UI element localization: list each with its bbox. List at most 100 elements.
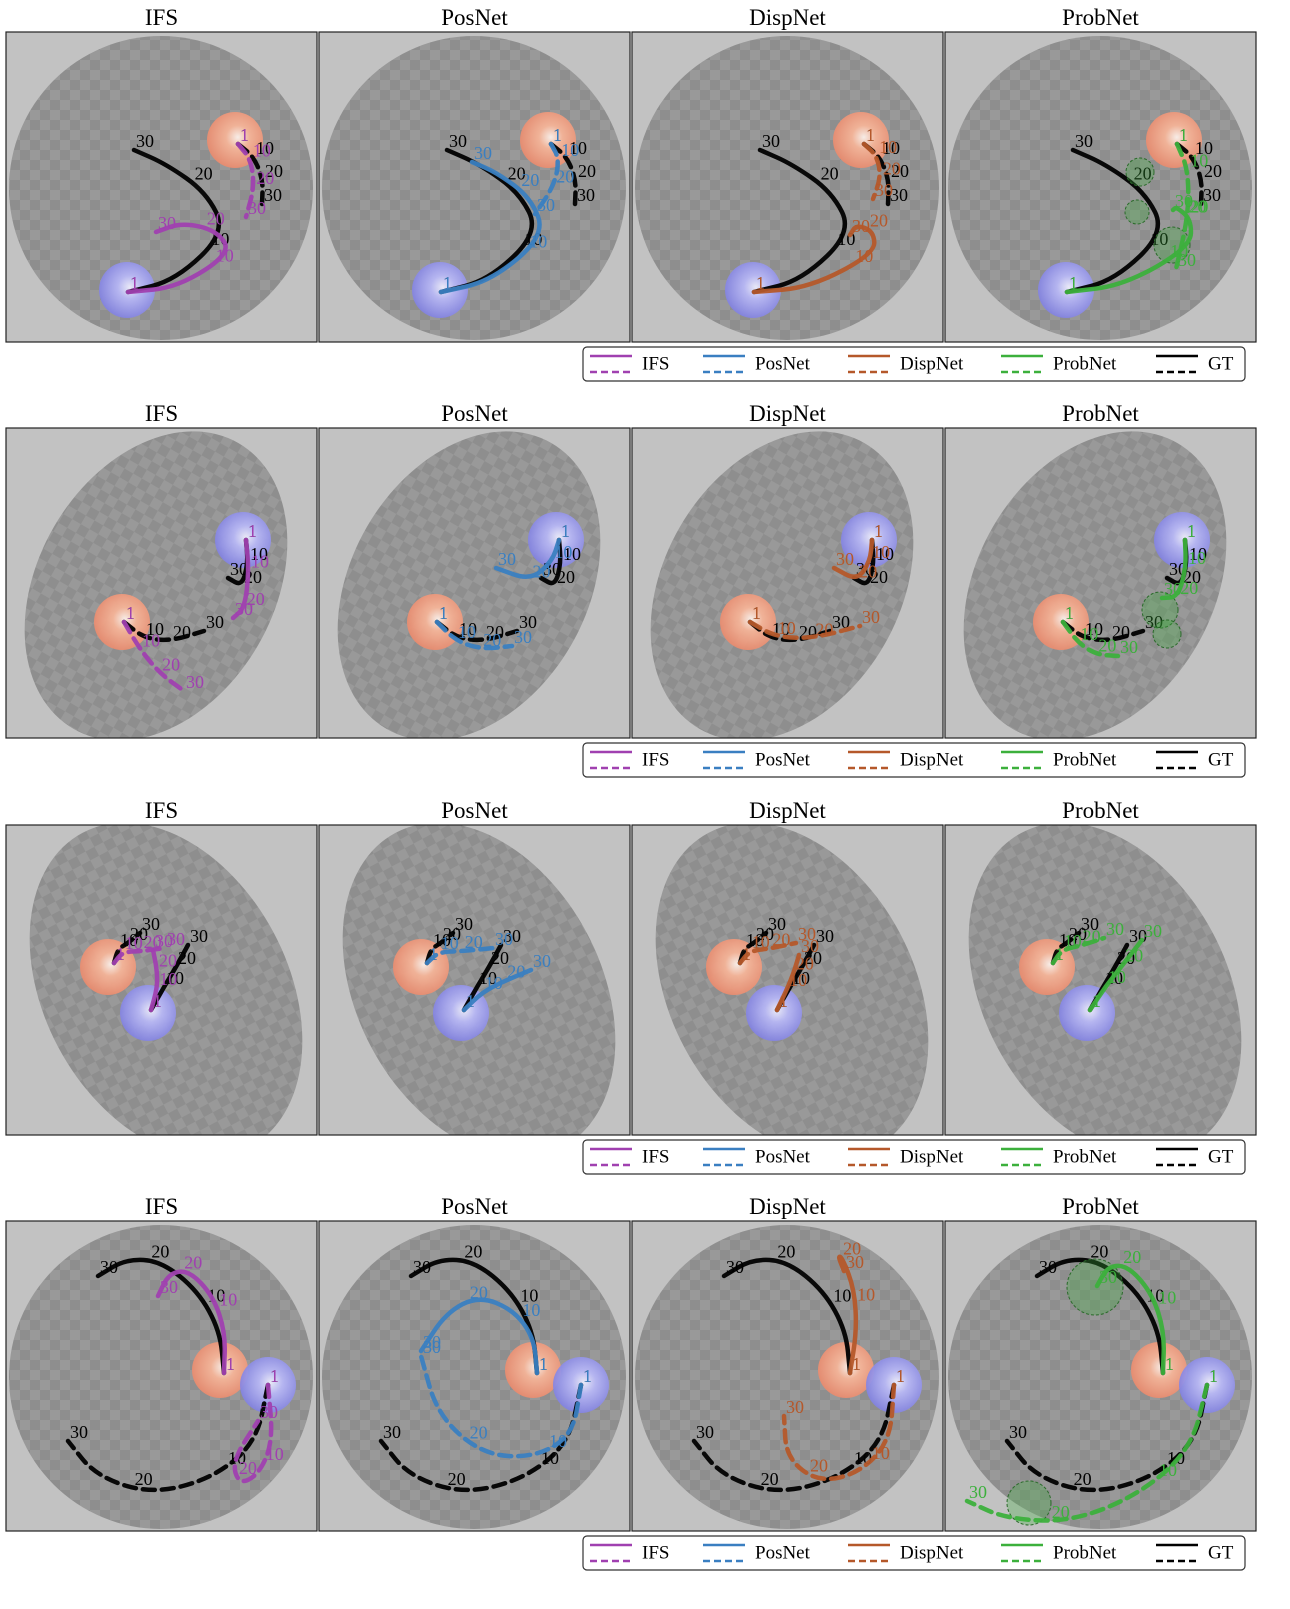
- frame-label: 20: [815, 619, 833, 639]
- frame-label: 1: [779, 991, 788, 1011]
- frame-label: 1: [1165, 1354, 1174, 1374]
- uncertainty: [1126, 158, 1154, 186]
- panel: 1102030110203011020301102030: [319, 32, 630, 342]
- frame-label: 30: [495, 929, 513, 949]
- legend: IFSPosNetDispNetProbNetGT: [583, 1536, 1245, 1570]
- legend-label: GT: [1208, 749, 1234, 770]
- panel-content: 1102030110203011020301102030: [322, 1225, 626, 1529]
- frame-label: 30: [1178, 250, 1196, 270]
- frame-label: 20: [151, 1241, 169, 1261]
- frame-label: 10: [219, 1289, 237, 1309]
- frame-label: 20: [870, 210, 888, 230]
- frame-label: 20: [162, 655, 180, 675]
- frame-label: 20: [1083, 927, 1101, 947]
- frame-label: 10: [125, 933, 143, 953]
- legend-label: DispNet: [900, 1542, 964, 1563]
- frame-label: 20: [184, 1252, 202, 1272]
- frame-label: 1: [742, 944, 751, 964]
- panel-title: PosNet: [441, 798, 508, 823]
- frame-label: 30: [136, 131, 154, 151]
- panel: 1102030110203011020301102030: [284, 384, 653, 788]
- frame-label: 20: [159, 951, 177, 971]
- frame-label: 20: [883, 158, 901, 178]
- legend-label: ProbNet: [1053, 353, 1117, 374]
- frame-label: 1: [752, 603, 761, 623]
- legend: IFSPosNetDispNetProbNetGT: [583, 1140, 1245, 1174]
- panel-content: 1102030110203011020301102030: [9, 36, 313, 340]
- frame-label: 1: [1055, 944, 1064, 964]
- panel: 1102030110203011020301102030: [0, 384, 341, 788]
- frame-label: 10: [485, 973, 503, 993]
- legend-label: GT: [1208, 353, 1234, 374]
- legend-label: PosNet: [755, 1146, 811, 1167]
- frame-label: 1: [439, 603, 448, 623]
- frame-label: 30: [1164, 579, 1182, 599]
- uncertainty: [1153, 620, 1181, 648]
- frame-label: 20: [1180, 578, 1198, 598]
- blue-ball: [746, 985, 802, 1041]
- frame-label: 1: [852, 1354, 861, 1374]
- frame-label: 20: [859, 562, 877, 582]
- panel-title: DispNet: [749, 5, 826, 30]
- frame-label: 30: [762, 131, 780, 151]
- legend-label: ProbNet: [1053, 1146, 1117, 1167]
- frame-label: 10: [441, 933, 459, 953]
- frame-label: 20: [821, 164, 839, 184]
- legend-label: PosNet: [755, 749, 811, 770]
- frame-label: 30: [160, 1277, 178, 1297]
- frame-label: 30: [449, 131, 467, 151]
- frame-label: 20: [578, 161, 596, 181]
- legend-label: IFS: [642, 1146, 669, 1167]
- frame-label: 1: [561, 521, 570, 541]
- frame-label: 1: [756, 273, 765, 293]
- legend-label: DispNet: [900, 1146, 964, 1167]
- frame-label: 10: [752, 932, 770, 952]
- panel-content: 1102030110203011020301102030: [635, 36, 939, 340]
- frame-label: 20: [135, 1469, 153, 1489]
- frame-label: 20: [533, 562, 551, 582]
- frame-label: 20: [195, 164, 213, 184]
- frame-label: 1: [226, 1354, 235, 1374]
- frame-label: 30: [235, 599, 253, 619]
- frame-label: 30: [1106, 919, 1124, 939]
- legend-label: DispNet: [900, 749, 964, 770]
- frame-label: 30: [1075, 131, 1093, 151]
- frame-label: 20: [491, 948, 509, 968]
- frame-label: 20: [777, 1241, 795, 1261]
- frame-label: 20: [448, 1469, 466, 1489]
- panel-content: 1102030110203011020301102030: [635, 1225, 939, 1529]
- frame-label: 10: [833, 1285, 851, 1305]
- frame-label: 30: [577, 185, 595, 205]
- frame-label: 10: [872, 1443, 890, 1463]
- legend-label: ProbNet: [1053, 749, 1117, 770]
- blue-ball: [1059, 985, 1115, 1041]
- frame-label: 20: [464, 1241, 482, 1261]
- panel-title: DispNet: [749, 798, 826, 823]
- uncertainty: [1125, 200, 1149, 224]
- frame-label: 10: [879, 137, 897, 157]
- blue-ball: [120, 985, 176, 1041]
- panel-title: ProbNet: [1062, 401, 1139, 426]
- frame-label: 30: [696, 1422, 714, 1442]
- frame-label: 30: [498, 549, 516, 569]
- frame-label: 30: [533, 951, 551, 971]
- panel-content: 1102030110203011020301102030: [322, 36, 626, 340]
- legend: IFSPosNetDispNetProbNetGT: [583, 347, 1245, 381]
- frame-label: 30: [158, 213, 176, 233]
- frame-label: 1: [583, 1366, 592, 1386]
- frame-label: 30: [836, 549, 854, 569]
- panel-title: IFS: [145, 401, 178, 426]
- frame-label: 10: [1064, 931, 1082, 951]
- frame-label: 30: [846, 1252, 864, 1272]
- frame-label: 1: [866, 125, 875, 145]
- frame-label: 1: [539, 1354, 548, 1374]
- frame-label: 10: [855, 246, 873, 266]
- frame-label: 30: [1099, 1267, 1117, 1287]
- panel-title: ProbNet: [1062, 5, 1139, 30]
- frame-label: 10: [561, 140, 579, 160]
- frame-label: 20: [1123, 1247, 1141, 1267]
- legend-label: GT: [1208, 1542, 1234, 1563]
- panel-title: IFS: [145, 798, 178, 823]
- frame-label: 30: [423, 1337, 441, 1357]
